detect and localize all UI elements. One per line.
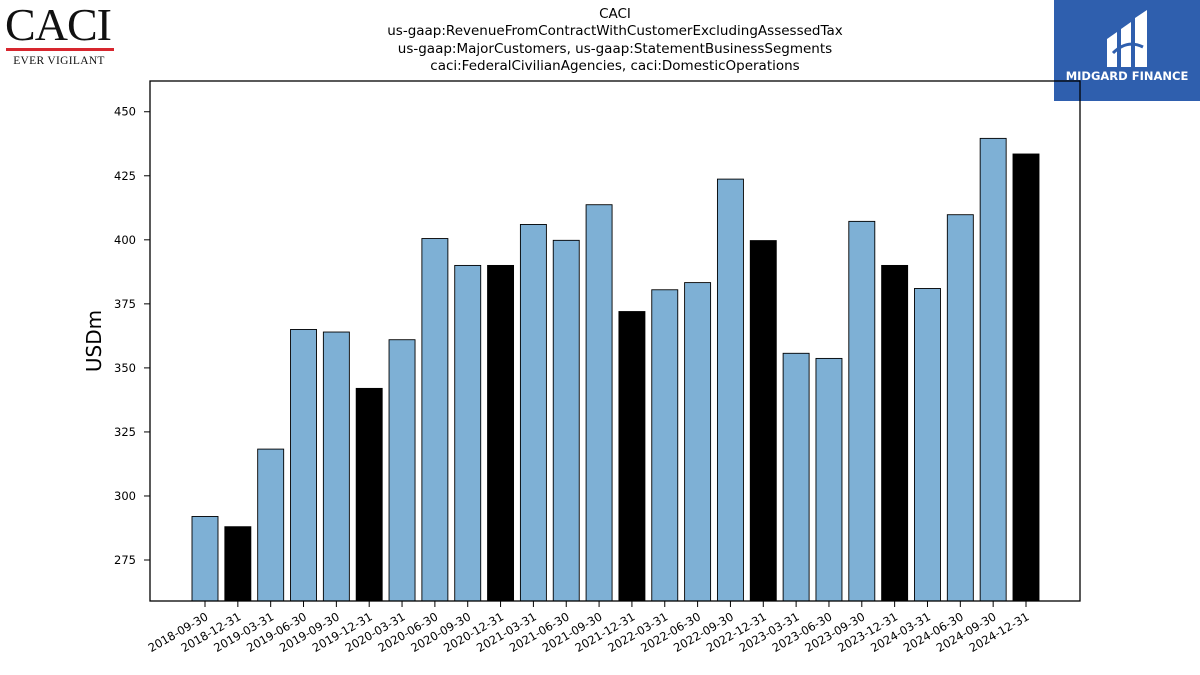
y-axis: 275 300 325 350 375 400 425 450 [114, 105, 150, 567]
y-tick-label: 400 [114, 233, 136, 247]
bar-2024-12-31 [1012, 153, 1040, 602]
caci-logo: CACI EVER VIGILANT [4, 2, 114, 70]
chart-subtitle-concept: us-gaap:RevenueFromContractWithCustomerE… [387, 23, 843, 40]
bar-2021-03-31 [519, 223, 547, 602]
bar-2019-03-31 [257, 448, 285, 602]
y-tick-label: 450 [114, 105, 136, 119]
caci-logo-wordmark: CACI [5, 0, 112, 50]
y-tick-label: 375 [114, 297, 136, 311]
midgard-mark-icon [1107, 10, 1147, 67]
bar-2019-12-31 [355, 387, 383, 602]
chart-subtitle-members: caci:FederalCivilianAgencies, caci:Domes… [430, 57, 800, 74]
bar-2024-09-30 [979, 137, 1007, 602]
bar-2021-12-31 [618, 311, 646, 602]
caci-logo-rule [6, 48, 114, 51]
y-axis-label: USDm [82, 310, 106, 372]
bar-2021-09-30 [585, 204, 613, 602]
y-tick-label: 425 [114, 169, 136, 183]
caci-logo-tagline: EVER VIGILANT [13, 55, 105, 67]
bar-2022-12-31 [749, 240, 777, 602]
bar-2024-03-31 [914, 288, 941, 602]
bar-2020-06-30 [421, 238, 449, 602]
bar-2022-03-31 [651, 289, 679, 602]
bar-2023-09-30 [848, 220, 876, 602]
x-axis: 2018-09-302018-12-312019-03-312019-06-30… [146, 601, 1032, 655]
y-tick-label: 325 [114, 425, 136, 439]
bar-2024-06-30 [946, 214, 974, 602]
plot-frame [149, 80, 1081, 602]
bar-2018-12-31 [224, 526, 252, 602]
bar-2019-06-30 [290, 329, 317, 602]
bar-2018-09-30 [191, 516, 219, 602]
bar-2021-06-30 [552, 239, 580, 602]
bar-2023-06-30 [815, 357, 843, 602]
bar-2019-09-30 [322, 331, 350, 602]
bar-series [191, 137, 1040, 602]
midgard-logo-name: MIDGARD FINANCE [1065, 69, 1189, 83]
bar-2020-12-31 [487, 264, 515, 602]
chart-title-block: CACI us-gaap:RevenueFromContractWithCust… [315, 6, 915, 75]
bar-2023-12-31 [881, 264, 909, 602]
y-tick-label: 300 [114, 489, 136, 503]
chart-title: CACI [599, 6, 631, 22]
bar-2023-03-31 [782, 352, 810, 602]
bar-2020-03-31 [388, 339, 416, 602]
midgard-finance-logo: MIDGARD FINANCE [1054, 0, 1200, 101]
chart-subtitle-axes: us-gaap:MajorCustomers, us-gaap:Statemen… [397, 40, 833, 57]
bar-2022-09-30 [716, 178, 744, 602]
y-tick-label: 350 [114, 361, 136, 375]
y-tick-label: 275 [114, 553, 136, 567]
bar-2022-06-30 [684, 282, 712, 602]
bar-2020-09-30 [454, 264, 482, 602]
